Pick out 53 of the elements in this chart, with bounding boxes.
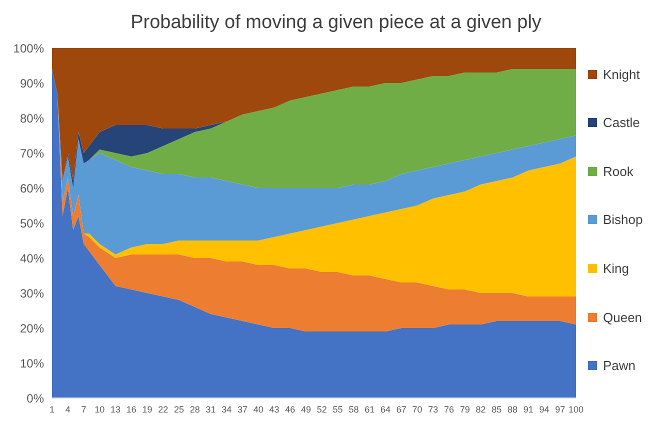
legend-label: Castle (602, 115, 641, 130)
x-tick-label: 73 (428, 404, 438, 414)
y-tick-label: 10% (20, 356, 44, 370)
x-tick-label: 10 (94, 404, 105, 414)
legend-label: Knight (602, 66, 641, 82)
x-tick-label: 4 (65, 404, 70, 414)
x-tick-label: 52 (316, 404, 327, 414)
x-tick-label: 49 (301, 404, 312, 414)
x-tick-label: 58 (348, 404, 359, 414)
x-tick-label: 94 (539, 404, 550, 414)
x-tick-label: 43 (269, 404, 280, 414)
legend-label: Rook (602, 164, 634, 179)
x-tick-label: 31 (206, 404, 216, 414)
x-tick-label: 82 (476, 404, 486, 414)
x-tick-label: 37 (238, 404, 248, 414)
x-tick-label: 55 (332, 404, 343, 414)
x-tick-label: 7 (81, 404, 86, 414)
y-tick-label: 60% (20, 181, 44, 196)
y-tick-label: 50% (20, 216, 44, 230)
y-tick-label: 0% (26, 391, 44, 406)
x-tick-label: 91 (523, 404, 534, 414)
y-tick-label: 30% (20, 286, 44, 300)
x-tick-label: 79 (460, 404, 470, 414)
x-tick-label: 88 (507, 404, 518, 414)
x-tick-label: 1 (49, 404, 55, 414)
y-tick-label: 40% (20, 251, 44, 266)
x-tick-label: 100 (568, 404, 584, 414)
x-tick-label: 67 (396, 404, 406, 414)
x-tick-label: 64 (380, 404, 390, 414)
y-tick-label: 80% (20, 111, 44, 126)
x-tick-label: 28 (190, 404, 200, 414)
x-tick-label: 61 (364, 404, 375, 414)
x-tick-label: 40 (253, 404, 264, 414)
legend-label: King (602, 261, 630, 276)
y-tick-label: 100% (13, 41, 44, 56)
legend-label: Bishop (602, 212, 643, 228)
x-tick-label: 16 (126, 404, 136, 414)
x-tick-label: 22 (158, 404, 168, 414)
chart-title: Probability of moving a given piece at a given ply (130, 11, 542, 35)
x-tick-label: 70 (412, 404, 422, 414)
legend-label: Queen (602, 310, 643, 325)
y-tick-label: 70% (20, 146, 44, 160)
y-tick-label: 90% (20, 76, 44, 90)
x-tick-label: 34 (222, 404, 232, 414)
x-tick-label: 13 (110, 404, 121, 414)
x-tick-label: 25 (174, 404, 184, 414)
y-tick-label: 20% (20, 321, 44, 336)
x-tick-label: 76 (444, 404, 454, 414)
legend-label: Pawn (602, 358, 637, 374)
x-tick-label: 85 (492, 404, 502, 414)
x-tick-label: 97 (555, 404, 566, 414)
x-tick-label: 19 (142, 404, 152, 414)
x-tick-label: 46 (285, 404, 296, 414)
